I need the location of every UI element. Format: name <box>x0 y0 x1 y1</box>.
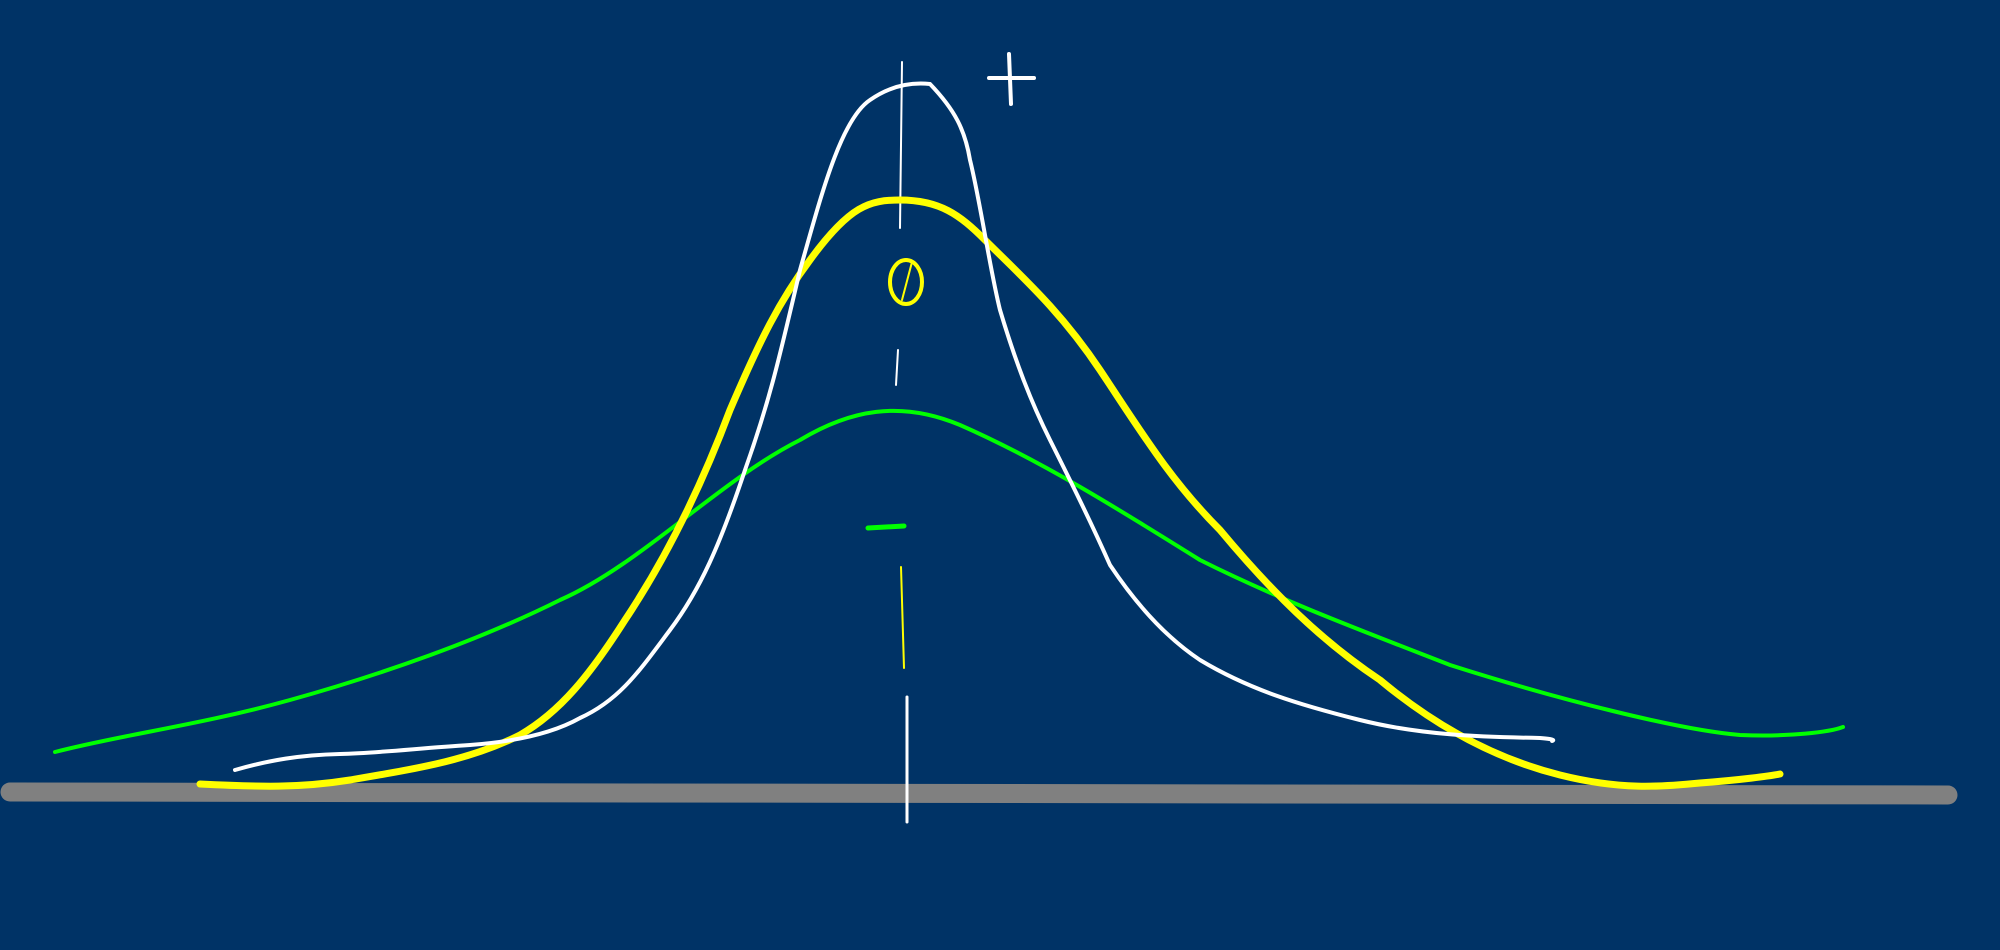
zero-label: 0 <box>888 258 924 306</box>
minus-label: − <box>0 0 907 531</box>
yellow-medium-curve <box>196 196 1784 790</box>
green-wide-curve <box>53 408 1845 754</box>
center-line-segment-white-mid <box>895 349 899 386</box>
center-line-segment-yellow <box>900 566 905 669</box>
plus-label: + <box>987 52 1036 106</box>
minus-label-text: − <box>0 0 27 10</box>
horizontal-axis <box>0 782 1958 805</box>
white-narrow-curve <box>233 81 1556 772</box>
center-line <box>895 61 909 824</box>
